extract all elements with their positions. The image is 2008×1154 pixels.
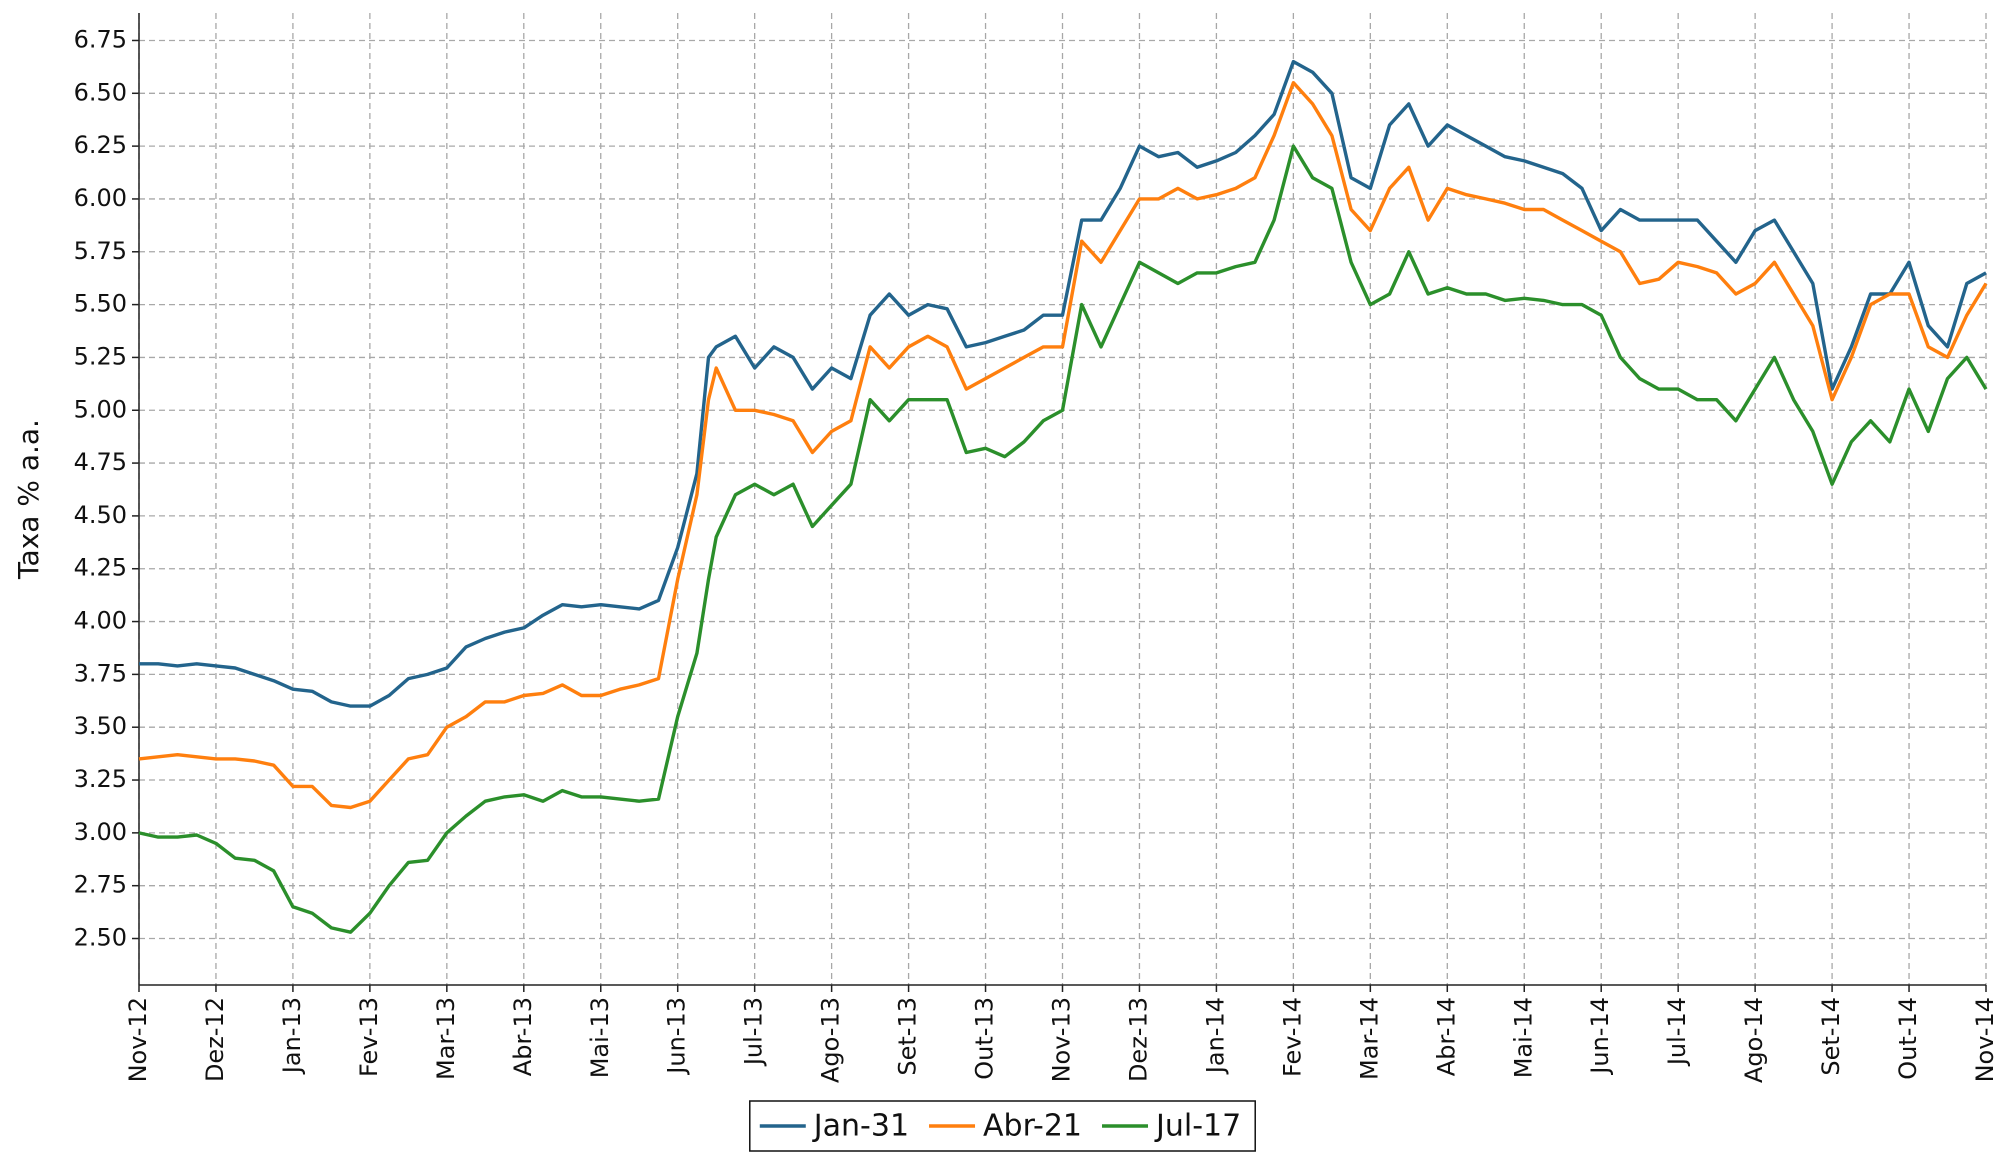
y-tick-label: 3.75	[74, 659, 127, 687]
y-tick-label: 3.50	[74, 712, 127, 740]
series-line	[138, 81, 1988, 810]
x-tick-label: Set-13	[894, 997, 922, 1076]
x-tick-label: Nov-12	[124, 997, 152, 1082]
y-tick-label: 5.50	[74, 290, 127, 318]
x-tick-label: Ago-13	[817, 997, 845, 1083]
legend-label: Abr-21	[983, 1109, 1082, 1144]
x-tick-label: Jun-13	[663, 997, 691, 1076]
x-tick-label: Abr-14	[1432, 997, 1460, 1076]
x-tick-label: Fev-13	[355, 997, 383, 1077]
x-tick-label: Mar-14	[1355, 997, 1383, 1080]
y-tick-label: 5.75	[74, 237, 127, 265]
legend: Jan-31 Abr-21 Jul-17	[749, 1100, 1256, 1152]
y-tick-label: 6.00	[74, 184, 127, 212]
y-tick-label: 3.00	[74, 818, 127, 846]
y-tick-label: 4.00	[74, 607, 127, 635]
y-tick-label: 5.25	[74, 342, 127, 370]
x-tick-label: Mai-13	[586, 997, 614, 1078]
x-tick-label: Jan-14	[1201, 997, 1229, 1075]
x-tick-label: Ago-14	[1740, 997, 1768, 1083]
y-tick-label: 2.75	[74, 871, 127, 899]
x-tick-label: Nov-14	[1971, 997, 1999, 1082]
series-line	[138, 144, 1988, 934]
x-tick-label: Jul-14	[1663, 997, 1691, 1067]
y-axis-label: Taxa % a.a.	[12, 419, 45, 580]
x-tick-label: Mar-13	[432, 997, 460, 1080]
x-tick-label: Fev-14	[1278, 997, 1306, 1077]
x-tick-label: Mai-14	[1509, 997, 1537, 1078]
y-tick-label: 4.75	[74, 448, 127, 476]
x-tick-label: Jan-13	[278, 997, 306, 1075]
y-tick-label: 6.75	[74, 25, 127, 53]
y-tick-label: 6.25	[74, 131, 127, 159]
legend-label: Jul-17	[1154, 1109, 1241, 1144]
y-tick-label: 4.50	[74, 501, 127, 529]
x-tick-label: Jul-13	[740, 997, 768, 1067]
y-tick-label: 6.50	[74, 78, 127, 106]
y-tick-label: 3.25	[74, 765, 127, 793]
x-tick-label: Out-13	[971, 997, 999, 1080]
x-tick-label: Jun-14	[1586, 997, 1614, 1076]
x-tick-label: Set-14	[1817, 997, 1845, 1076]
y-tick-label: 2.50	[74, 924, 127, 952]
x-tick-label: Out-14	[1894, 997, 1922, 1080]
legend-label: Jan-31	[812, 1109, 909, 1144]
y-tick-label: 4.25	[74, 554, 127, 582]
y-tick-label: 5.00	[74, 395, 127, 423]
x-tick-label: Nov-13	[1048, 997, 1076, 1082]
legend-box	[749, 1100, 1256, 1152]
series-line	[139, 59, 1987, 708]
x-tick-label: Dez-13	[1124, 997, 1152, 1082]
x-tick-label: Abr-13	[509, 997, 537, 1076]
x-tick-label: Dez-12	[201, 997, 229, 1082]
